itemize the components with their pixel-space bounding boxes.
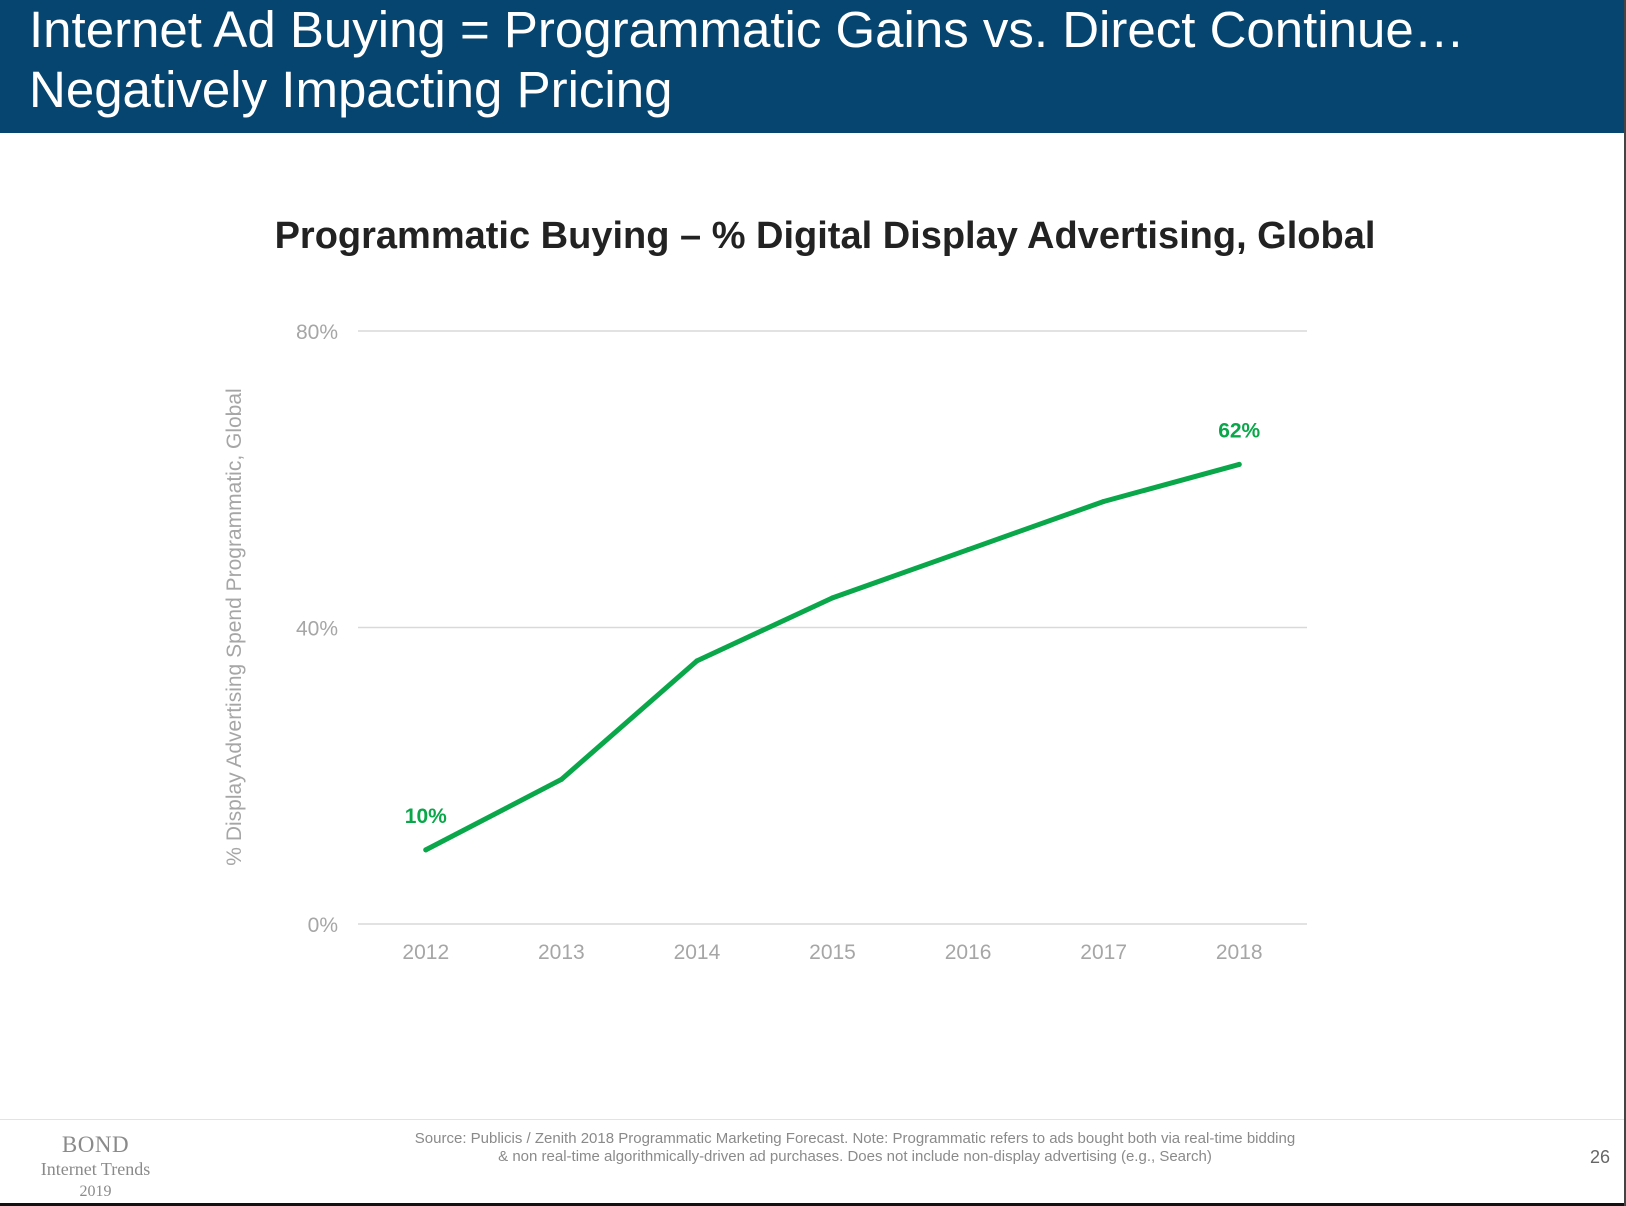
slide-title: Internet Ad Buying = Programmatic Gains …	[29, 0, 1609, 120]
y-tick-label: 80%	[296, 321, 338, 344]
source-note-line1: Source: Publicis / Zenith 2018 Programma…	[414, 1130, 1296, 1147]
bond-logo: BOND Internet Trends 2019	[18, 1132, 173, 1203]
x-tick-label: 2013	[538, 941, 585, 964]
header-bar: Internet Ad Buying = Programmatic Gains …	[0, 0, 1626, 133]
x-tick-label: 2017	[1080, 941, 1127, 964]
slide-title-line2: Negatively Impacting Pricing	[29, 61, 673, 118]
series-line	[423, 461, 1242, 853]
data-point	[558, 776, 564, 782]
x-tick-label: 2016	[945, 941, 992, 964]
logo-year: 2019	[79, 1183, 112, 1200]
x-tick-label: 2018	[1216, 941, 1263, 964]
bottom-border	[0, 1203, 1626, 1206]
y-tick-label: 40%	[296, 618, 338, 641]
y-axis-title: % Display Advertising Spend Programmatic…	[223, 388, 246, 865]
data-point	[830, 595, 835, 601]
data-point	[1101, 498, 1107, 504]
chart-title: Programmatic Buying – % Digital Display …	[274, 215, 1376, 257]
data-point	[694, 658, 700, 664]
page-number: 26	[1589, 1147, 1610, 1167]
data-label: 10%	[405, 805, 447, 828]
data-label: 62%	[1218, 419, 1260, 442]
logo-brand: BOND	[61, 1132, 130, 1157]
data-point	[423, 847, 429, 853]
x-tick-label: 2015	[809, 941, 856, 964]
slide-title-line1: Internet Ad Buying = Programmatic Gains …	[29, 1, 1465, 58]
footer-divider	[0, 1119, 1626, 1120]
data-point	[965, 547, 971, 553]
logo-subtitle: Internet Trends	[40, 1159, 151, 1179]
source-note: Source: Publicis / Zenith 2018 Programma…	[345, 1130, 1365, 1166]
x-tick-label: 2012	[402, 941, 449, 964]
data-point	[1236, 461, 1242, 467]
y-tick-label: 0%	[308, 914, 338, 937]
x-tick-label: 2014	[674, 941, 721, 964]
right-border	[1624, 0, 1626, 1206]
source-note-line2: & non real-time algorithmically-driven a…	[498, 1148, 1212, 1165]
